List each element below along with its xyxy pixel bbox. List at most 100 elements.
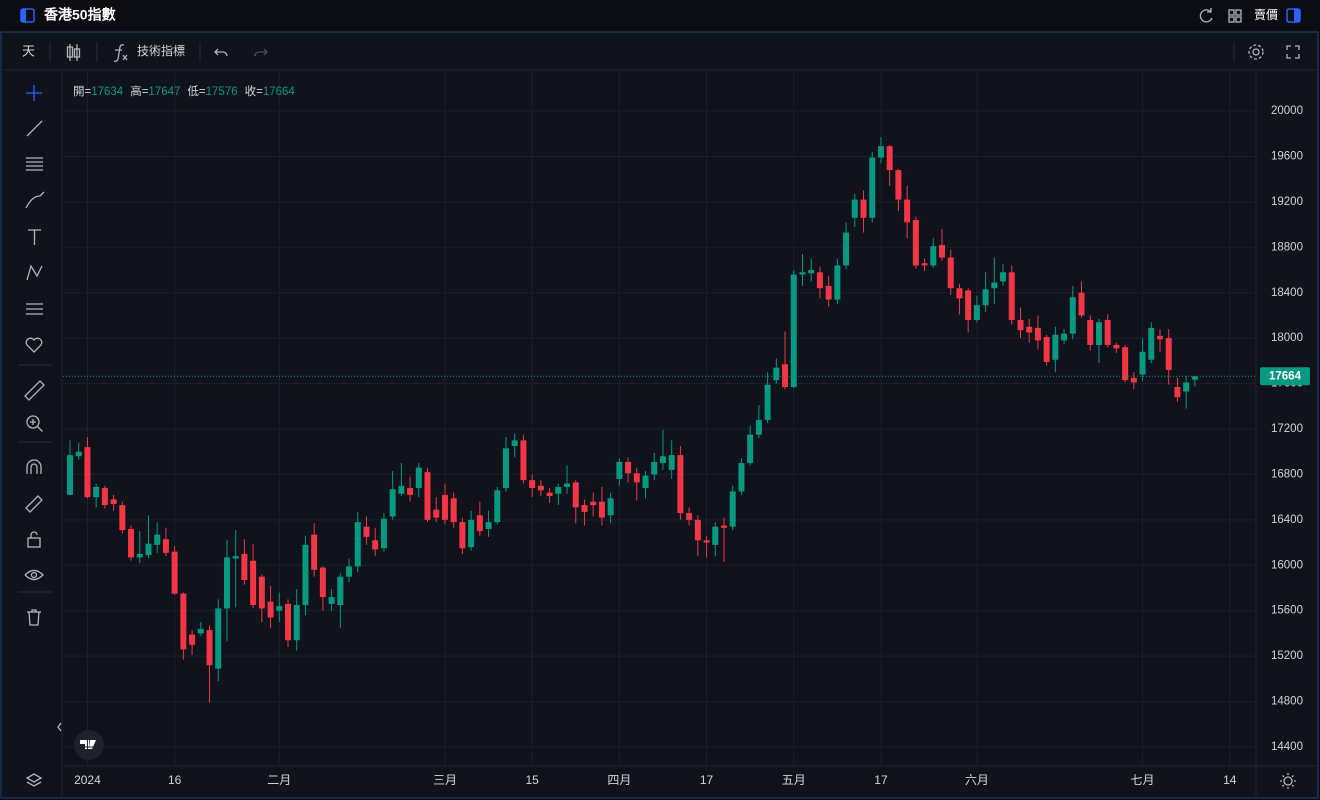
candle-body (625, 461, 632, 474)
x-tick-label: 14 (1223, 773, 1237, 787)
candle-body (1148, 327, 1155, 360)
candle-body (773, 367, 780, 381)
candle-body (825, 285, 832, 300)
magnet-tool[interactable] (26, 459, 42, 474)
layers-icon[interactable] (25, 773, 43, 787)
candle-body (75, 451, 82, 457)
redo-icon[interactable] (254, 48, 268, 57)
candle-body (659, 456, 666, 464)
candle-body (816, 272, 823, 289)
x-tick-label: 17 (700, 773, 714, 787)
candle-body (101, 488, 108, 506)
candle-body (154, 534, 161, 545)
collapse-arrow[interactable] (57, 722, 62, 732)
text-tool[interactable] (28, 229, 41, 245)
candle-body (651, 461, 658, 475)
candle-body (956, 288, 963, 299)
price-label-bg (1260, 367, 1310, 386)
fib-tool[interactable] (26, 157, 43, 171)
candle-body (1191, 376, 1198, 380)
ohlc-name: 低 (187, 85, 199, 98)
indicator-icon[interactable] (113, 44, 128, 62)
candle-body (1034, 327, 1041, 341)
x-tick-label: 七月 (1131, 773, 1155, 787)
candle-body (1000, 272, 1007, 282)
settings-icon[interactable] (1248, 44, 1264, 60)
chart-frame (0, 31, 1319, 799)
candle-body (904, 199, 911, 223)
ruler-tool[interactable] (24, 380, 45, 401)
candle-body (67, 455, 73, 495)
x-tick-label: 六月 (965, 773, 989, 787)
candle-body (424, 472, 431, 520)
grid: 1440014800152001560016000164001680017200… (63, 71, 1303, 787)
y-tick-label: 16000 (1271, 559, 1303, 571)
hide-tool[interactable] (24, 569, 44, 581)
candle-body (407, 488, 414, 495)
candle-body (162, 539, 169, 553)
candle-body (136, 553, 143, 558)
favorites-tool[interactable] (25, 337, 43, 353)
candle-body (747, 434, 754, 464)
ohlc-legend: 開=17634 高=17647 低=17576 收=17664 (73, 84, 295, 98)
candle-body (686, 513, 693, 520)
candle-body (84, 447, 91, 498)
candle-body (755, 419, 762, 435)
candle-body (450, 498, 457, 523)
undo-icon[interactable] (214, 48, 228, 57)
y-tick-label: 19600 (1271, 150, 1303, 162)
panel-icon-fill (1294, 9, 1300, 22)
brush-tool[interactable] (25, 191, 45, 209)
candle-body (581, 505, 588, 512)
candle-body (119, 505, 126, 531)
pattern-tool[interactable] (26, 264, 43, 281)
refresh-icon[interactable] (1199, 8, 1213, 23)
ohlc-separator: = (256, 86, 263, 98)
x-tick-label: 二月 (267, 773, 291, 787)
candle-body (1061, 333, 1068, 341)
candle-body (1122, 347, 1129, 381)
candle-body (189, 634, 196, 645)
draw-lock-tool[interactable] (25, 495, 43, 513)
candle-body (293, 605, 300, 641)
candle-body (215, 608, 222, 669)
grid-icon[interactable] (1228, 9, 1242, 23)
y-tick-label: 14400 (1271, 741, 1303, 753)
y-tick-label: 16800 (1271, 468, 1303, 480)
candle-body (1017, 319, 1024, 331)
candle-body (1026, 326, 1033, 333)
lock-tool[interactable] (27, 531, 41, 548)
candle-body (180, 593, 187, 650)
candle-body (869, 157, 876, 218)
layout-icon-fill (21, 9, 26, 22)
candle-body (555, 486, 562, 494)
candle-body (860, 199, 867, 218)
x-tick-label: 五月 (782, 773, 806, 787)
candle-body (729, 491, 736, 527)
candle-body (991, 282, 998, 289)
interval[interactable]: 天 (22, 43, 35, 58)
price-side[interactable]: 賣價 (1254, 7, 1278, 22)
delete-tool[interactable] (27, 609, 41, 626)
chart-type-icon[interactable] (66, 44, 81, 61)
candle-body (537, 485, 544, 491)
ohlc-value: 17647 (148, 86, 180, 98)
candle-body (459, 522, 466, 549)
x-tick-label: 15 (525, 773, 539, 787)
candle-body (738, 463, 745, 492)
zoom-tool[interactable] (26, 415, 43, 432)
candle-body (546, 492, 553, 497)
candle-body (494, 490, 501, 523)
trend-line-tool[interactable] (26, 120, 43, 137)
prediction-tool[interactable] (26, 303, 43, 315)
crosshair-tool[interactable] (26, 85, 42, 101)
candle-body (337, 576, 344, 606)
candle-body (93, 486, 100, 498)
indicators[interactable]: 技術指標 (137, 43, 185, 58)
x-tick-label: 2024 (74, 773, 101, 787)
candle-body (590, 501, 597, 506)
fullscreen-icon[interactable] (1286, 45, 1300, 59)
candle-body (572, 482, 579, 508)
axis-settings-icon[interactable] (1280, 773, 1296, 789)
